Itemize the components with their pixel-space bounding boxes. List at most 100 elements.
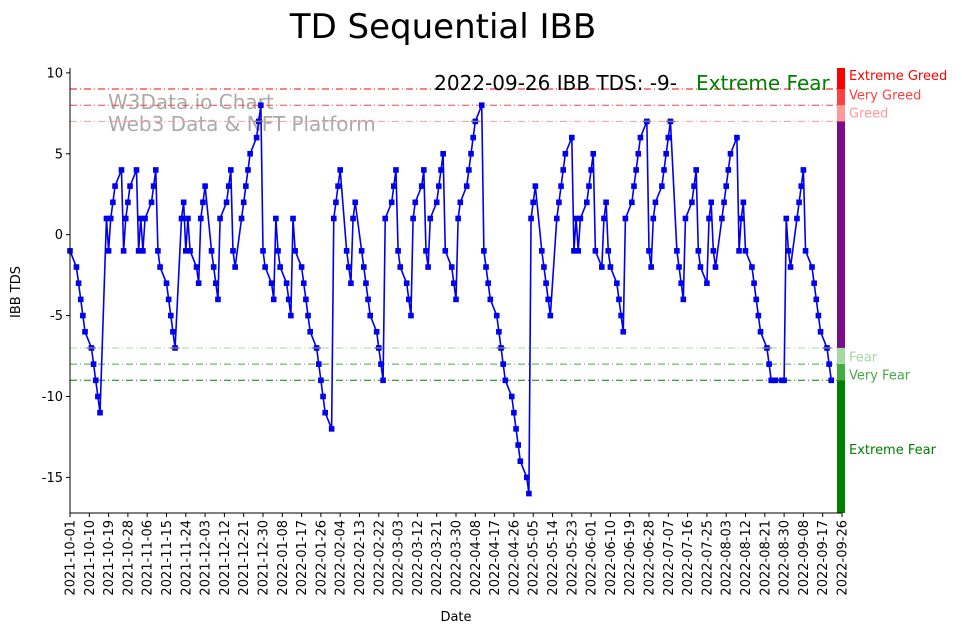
x-tick-label: 2022-04-08	[469, 520, 484, 596]
sentiment-bar-segment	[837, 347, 845, 365]
data-point	[448, 264, 455, 270]
data-point	[157, 264, 163, 270]
data-point	[502, 377, 509, 384]
x-tick-label: 2022-06-28	[643, 520, 658, 596]
data-point	[781, 377, 787, 384]
data-point	[433, 199, 440, 206]
data-point	[817, 328, 824, 335]
data-point	[577, 215, 584, 222]
series-point-layer	[67, 102, 835, 497]
data-point	[659, 183, 665, 189]
y-tick-label: -15	[42, 471, 63, 486]
data-point	[526, 490, 532, 497]
data-point	[427, 215, 434, 222]
data-point	[380, 377, 386, 384]
x-axis-ticks: 2021-10-01 2021-10-10 2021-10-19 2021-10-28…	[64, 513, 851, 596]
data-point	[508, 393, 515, 400]
data-point	[232, 264, 238, 270]
data-point	[406, 296, 412, 303]
data-point	[290, 215, 296, 222]
data-point	[635, 150, 642, 157]
data-point	[547, 312, 554, 319]
data-point	[633, 167, 639, 173]
annotation-status: Extreme Fear	[696, 71, 831, 95]
data-point	[77, 296, 84, 303]
data-point	[388, 199, 395, 206]
data-point	[217, 215, 223, 222]
data-point	[270, 296, 277, 303]
data-point	[742, 248, 749, 254]
watermark: W3Data.io Chart Web3 Data & NFT Platform	[108, 90, 376, 136]
data-point	[343, 248, 350, 254]
x-tick-label: 2022-04-26	[507, 520, 522, 596]
data-point	[541, 264, 547, 270]
data-point	[493, 312, 500, 319]
data-point	[240, 199, 247, 206]
data-point	[620, 328, 627, 335]
data-point	[599, 264, 605, 270]
data-point	[180, 199, 187, 206]
x-tick-label: 2021-12-03	[199, 520, 214, 596]
data-point	[708, 199, 714, 206]
x-tick-label: 2022-07-16	[681, 520, 696, 596]
data-point	[749, 264, 755, 270]
data-point	[453, 296, 459, 303]
data-point	[828, 377, 835, 384]
data-point	[391, 183, 397, 189]
y-axis-label: IBB TDS	[9, 266, 24, 318]
sentiment-bar-segment	[837, 364, 845, 381]
data-point	[710, 248, 717, 254]
data-point	[178, 215, 185, 222]
data-point	[337, 167, 343, 173]
data-point	[646, 248, 652, 254]
data-point	[650, 215, 657, 222]
data-point	[487, 296, 494, 303]
data-point	[719, 215, 725, 222]
data-point	[268, 280, 275, 287]
data-point	[663, 150, 669, 157]
data-point	[403, 280, 410, 287]
data-point	[367, 312, 374, 319]
data-point	[573, 215, 579, 222]
data-point	[421, 167, 427, 173]
data-point	[800, 167, 807, 173]
data-point	[607, 264, 614, 270]
sentiment-label: Fear	[849, 351, 878, 366]
data-point	[75, 280, 82, 287]
x-tick-label: 2021-12-30	[257, 520, 272, 596]
data-point	[193, 264, 200, 270]
data-point	[468, 150, 474, 157]
data-point	[676, 264, 682, 270]
x-tick-label: 2022-04-17	[488, 520, 503, 596]
data-point	[195, 280, 202, 287]
data-point	[436, 183, 442, 189]
data-point	[103, 215, 110, 222]
data-point	[318, 377, 324, 384]
data-point	[167, 312, 174, 319]
data-point	[137, 215, 144, 222]
data-point	[352, 199, 359, 206]
x-axis-label: Date	[440, 610, 471, 625]
watermark-line-1: W3Data.io Chart	[108, 90, 274, 114]
data-point	[393, 167, 399, 173]
data-point	[470, 134, 476, 141]
x-tick-label: 2022-03-03	[392, 520, 407, 596]
data-point	[215, 296, 221, 303]
data-point	[112, 183, 118, 189]
x-tick-label: 2022-05-23	[565, 520, 580, 596]
data-point	[285, 296, 292, 303]
x-tick-label: 2021-12-21	[237, 520, 252, 596]
data-point	[262, 264, 268, 270]
data-point	[243, 183, 249, 189]
data-point	[785, 248, 792, 254]
data-point	[721, 199, 727, 206]
data-point	[457, 199, 464, 206]
data-point	[80, 312, 86, 319]
data-point	[543, 280, 549, 287]
data-point	[275, 248, 281, 254]
series-line	[69, 104, 833, 495]
data-point	[466, 167, 472, 173]
x-tick-label: 2022-02-13	[353, 520, 368, 596]
data-point	[652, 199, 659, 206]
data-point	[772, 377, 779, 384]
